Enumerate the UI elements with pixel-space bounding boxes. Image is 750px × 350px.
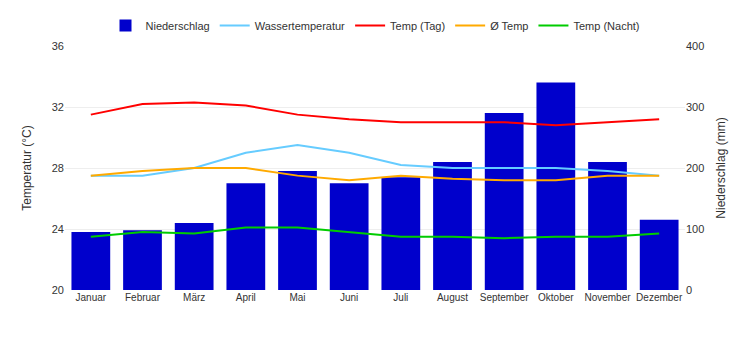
svg-text:April: April [236,292,256,303]
svg-text:Dezember: Dezember [636,292,683,303]
svg-text:20: 20 [52,284,64,296]
svg-text:März: März [183,292,205,303]
svg-text:32: 32 [52,101,64,113]
svg-text:Oktober: Oktober [538,292,574,303]
svg-text:200: 200 [686,162,704,174]
svg-text:36: 36 [52,40,64,52]
svg-text:November: November [584,292,631,303]
svg-text:400: 400 [686,40,704,52]
svg-text:Mai: Mai [289,292,305,303]
svg-text:Juni: Juni [340,292,358,303]
svg-text:Januar: Januar [76,292,107,303]
svg-text:28: 28 [52,162,64,174]
svg-text:100: 100 [686,223,704,235]
svg-text:Wassertemperatur: Wassertemperatur [255,20,345,32]
svg-text:August: August [437,292,468,303]
svg-text:Juli: Juli [393,292,408,303]
svg-text:0: 0 [686,284,692,296]
svg-text:Temperatur (°C): Temperatur (°C) [20,125,34,210]
svg-text:Temp (Tag): Temp (Tag) [390,20,445,32]
svg-text:Niederschlag: Niederschlag [146,20,210,32]
svg-text:300: 300 [686,101,704,113]
svg-text:Temp (Nacht): Temp (Nacht) [573,20,639,32]
svg-text:Februar: Februar [125,292,161,303]
svg-text:24: 24 [52,223,64,235]
svg-text:Niederschlag (mm): Niederschlag (mm) [714,117,728,218]
svg-text:September: September [480,292,530,303]
svg-text:Ø Temp: Ø Temp [490,20,528,32]
